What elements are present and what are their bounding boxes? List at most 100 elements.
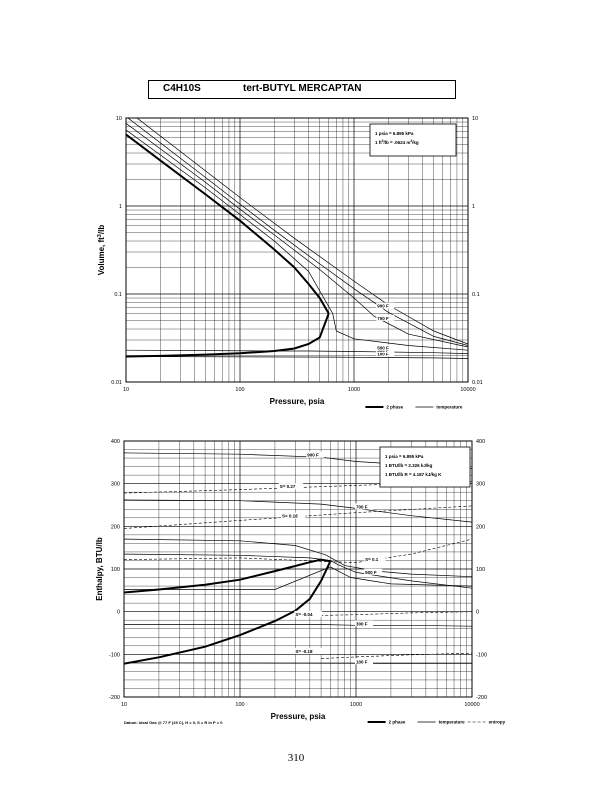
curve-label-bg — [355, 620, 373, 627]
y-tick-label-right: -200 — [476, 695, 487, 701]
y-tick-label: -200 — [109, 695, 120, 701]
temperature-curve — [124, 624, 472, 627]
y-tick-label-right: 200 — [476, 524, 485, 530]
x-tick-label: 100 — [235, 387, 244, 393]
enthalpy-chart: 10 100 1000 100004003002001000-100-20040030… — [95, 439, 506, 725]
x-axis-label: Pressure, psia — [270, 397, 325, 406]
legend: 2 phase temperature — [365, 405, 463, 410]
entropy-label: S= -0.04 — [295, 612, 313, 617]
conversion-text: 1 ft3/lb = .0624 m3/kg — [375, 139, 419, 145]
y-tick-label-right: 0.1 — [472, 292, 480, 298]
two-phase-curve-liquid — [124, 560, 332, 665]
entropy-label: S= 0.18 — [282, 514, 298, 519]
y-tick-label-right: 400 — [476, 439, 485, 445]
temperature-curve — [126, 356, 468, 359]
y-tick-label-right: -100 — [476, 652, 487, 658]
y-axis-label: Volume, ft3/lb — [97, 225, 106, 276]
conversion-text: 1 psia = 6.895 kPa — [375, 131, 414, 136]
temperature-curve — [126, 129, 468, 351]
y-tick-label-right: 1 — [472, 204, 475, 210]
y-tick-label: 0 — [117, 610, 120, 616]
y-axis-label: Enthalpy, BTU/lb — [95, 537, 104, 601]
y-tick-label-right: 0 — [476, 610, 479, 616]
curve-label-bg — [376, 302, 395, 309]
curve-label-bg — [376, 314, 395, 321]
compound-name: tert-BUTYL MERCAPTAN — [243, 83, 362, 94]
entropy-label: S= -0.18 — [295, 649, 313, 654]
grid — [126, 118, 468, 382]
legend-label: entropy — [489, 720, 506, 725]
temperature-label: 100 F — [356, 659, 368, 664]
y-tick-label: 1 — [119, 204, 122, 210]
curves — [124, 452, 472, 665]
legend-label: 2 phase — [389, 720, 406, 725]
entropy-label: S= 0.1 — [365, 557, 379, 562]
temperature-curve — [124, 499, 472, 523]
x-tick-label: 1000 — [348, 387, 360, 393]
y-tick-label: 200 — [111, 524, 120, 530]
conversion-text: 1 BTU/lb R = 4.187 kJ/kg K — [385, 472, 442, 477]
curve-label-bg — [355, 658, 373, 665]
compound-formula: C4H10S — [163, 83, 201, 94]
curve-label-bg — [294, 610, 322, 617]
y-tick-label: 400 — [111, 439, 120, 445]
temperature-label: 300 F — [356, 621, 368, 626]
entropy-curve — [124, 538, 472, 563]
entropy-curve — [295, 611, 472, 617]
plot-frame — [125, 117, 469, 383]
x-axis-label: Pressure, psia — [271, 712, 326, 721]
temperature-curve — [126, 123, 468, 348]
x-tick-label: 100 — [235, 702, 244, 708]
curve-label-bg — [364, 568, 383, 575]
temperature-label: 500 F — [377, 346, 389, 351]
y-tick-label: 0.01 — [111, 380, 122, 386]
x-tick-label: 1000 — [350, 702, 362, 708]
conversion-text: 1 BTU/lb = 2.326 kJ/kg — [385, 463, 433, 468]
legend: 2 phase temperature entropy — [367, 720, 506, 725]
y-tick-label: 300 — [111, 482, 120, 488]
conversion-text: 1 psia = 6.895 kPa — [385, 454, 424, 459]
entropy-curve — [124, 505, 472, 529]
curve-label-bg — [280, 512, 306, 519]
y-tick-label: 100 — [111, 567, 120, 573]
x-tick-label: 10000 — [464, 702, 479, 708]
title-box: C4H10S tert-BUTYL MERCAPTAN — [148, 80, 456, 99]
temperature-curve — [124, 538, 472, 578]
y-tick-label: 10 — [116, 116, 122, 122]
curve-label-bg — [294, 648, 322, 655]
temperature-curve — [136, 118, 468, 345]
legend-label: temperature — [439, 720, 466, 725]
y-tick-label-right: 10 — [472, 116, 478, 122]
entropy-curve — [321, 652, 472, 659]
curves — [126, 118, 468, 359]
curve-label-bg — [376, 344, 395, 351]
temperature-label: 900 F — [377, 304, 389, 309]
conversion-box — [379, 446, 471, 488]
temperature-label: 700 F — [356, 504, 368, 509]
x-tick-label: 10 — [123, 387, 129, 393]
temperature-curve — [124, 566, 472, 590]
y-tick-label-right: 300 — [476, 482, 485, 488]
temperature-label: 100 F — [377, 351, 389, 356]
curve-label-bg — [278, 483, 304, 490]
curve-label-bg — [364, 556, 386, 563]
conversion-box — [369, 123, 457, 157]
temperature-label: 500 F — [365, 570, 377, 575]
x-tick-label: 10000 — [460, 387, 475, 393]
temperature-curve — [124, 553, 472, 589]
y-tick-label: -100 — [109, 652, 120, 658]
two-phase-curve-vapor — [126, 133, 330, 315]
volume-chart: 10 100 1000 100001010.10.011010.10.01Pressu… — [97, 116, 483, 410]
temperature-curve — [127, 118, 468, 346]
legend-label: 2 phase — [386, 405, 403, 410]
page-number: 310 — [287, 752, 305, 764]
curve-label-bg — [355, 503, 373, 510]
y-tick-label-right: 100 — [476, 567, 485, 573]
entropy-label: S= 0.27 — [280, 484, 296, 489]
plot-frame — [123, 440, 473, 698]
temperature-curve — [126, 349, 468, 354]
temperature-label: 700 F — [377, 316, 389, 321]
temperature-label: 900 F — [307, 453, 319, 458]
legend-label: temperature — [436, 405, 463, 410]
